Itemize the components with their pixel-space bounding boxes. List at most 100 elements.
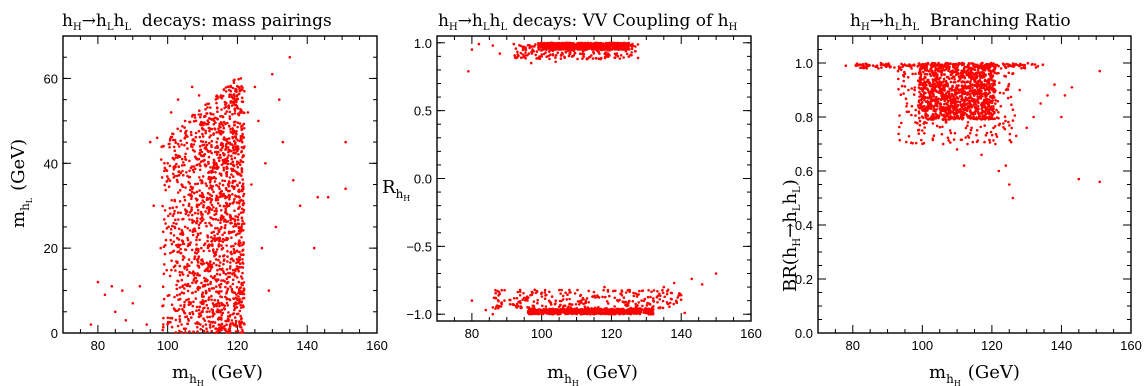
data-point <box>224 319 227 323</box>
data-point <box>344 187 347 190</box>
data-point <box>232 225 235 228</box>
data-point <box>1060 115 1063 119</box>
data-point <box>216 308 219 311</box>
data-point <box>943 68 946 72</box>
data-point <box>980 112 984 116</box>
data-point <box>240 207 244 211</box>
data-point <box>923 72 927 76</box>
data-point <box>954 68 957 71</box>
data-point <box>593 310 597 314</box>
data-point <box>202 128 205 131</box>
data-point <box>526 296 530 300</box>
data-point <box>170 135 174 139</box>
data-point <box>229 257 233 261</box>
data-point <box>957 88 960 92</box>
data-point <box>201 193 205 196</box>
data-point <box>229 218 232 222</box>
data-point <box>921 84 925 87</box>
data-point <box>180 323 183 326</box>
data-point <box>540 292 543 296</box>
data-point <box>661 291 665 295</box>
data-point <box>230 169 234 173</box>
data-point <box>235 265 239 268</box>
data-point <box>224 158 227 161</box>
data-point <box>174 141 177 144</box>
data-point <box>226 121 229 125</box>
data-point <box>192 274 196 277</box>
data-point <box>520 306 523 310</box>
data-point <box>193 255 197 258</box>
data-point <box>642 299 646 303</box>
data-point <box>177 227 181 231</box>
data-point <box>192 270 195 273</box>
data-point <box>494 296 498 300</box>
data-point <box>573 311 576 315</box>
data-point <box>204 108 207 111</box>
data-point <box>554 302 557 305</box>
data-point <box>165 227 169 230</box>
data-point <box>636 293 639 297</box>
data-point <box>210 199 213 202</box>
data-point <box>214 331 217 335</box>
data-point <box>217 130 221 133</box>
data-point <box>213 209 216 213</box>
data-point <box>230 104 234 107</box>
data-point <box>564 291 567 295</box>
data-point <box>652 297 655 300</box>
data-point <box>582 55 585 58</box>
data-point <box>164 238 168 242</box>
data-point <box>970 96 973 100</box>
data-point <box>213 274 217 278</box>
data-point <box>590 307 593 310</box>
data-point <box>211 315 214 318</box>
data-point <box>214 212 218 216</box>
x-tick-label: 160 <box>740 326 762 341</box>
data-point <box>950 72 954 76</box>
data-point <box>190 85 194 89</box>
data-point <box>145 323 148 326</box>
data-point <box>217 185 220 188</box>
data-point <box>210 216 213 220</box>
data-point <box>946 85 950 88</box>
data-point <box>241 189 244 192</box>
data-point <box>616 45 620 48</box>
data-point <box>232 81 236 84</box>
data-point <box>162 323 165 326</box>
data-point <box>993 79 997 83</box>
data-point <box>239 253 243 256</box>
data-point <box>235 285 239 289</box>
data-point <box>1039 102 1042 105</box>
data-point <box>499 305 503 308</box>
data-point <box>217 243 221 246</box>
data-point <box>714 272 718 275</box>
data-point <box>936 104 939 108</box>
data-point <box>212 237 216 241</box>
data-point <box>206 307 210 310</box>
data-point <box>162 245 166 248</box>
data-point <box>208 221 211 225</box>
data-point <box>629 53 632 57</box>
data-point <box>236 139 239 142</box>
data-point <box>955 84 959 87</box>
data-point <box>207 211 211 214</box>
data-point <box>197 94 201 97</box>
data-point <box>187 180 190 184</box>
data-point <box>200 293 204 296</box>
data-point <box>591 57 595 60</box>
data-point <box>223 280 227 283</box>
data-point <box>195 258 199 262</box>
data-point <box>186 147 189 150</box>
data-point <box>208 310 211 313</box>
data-point <box>640 299 643 302</box>
data-point <box>183 312 187 315</box>
data-point <box>193 150 196 153</box>
data-point <box>233 197 236 201</box>
data-point <box>240 216 244 219</box>
data-point <box>238 232 241 235</box>
data-point <box>225 323 228 327</box>
data-point <box>583 44 586 48</box>
data-point <box>200 201 203 205</box>
data-point <box>180 291 184 294</box>
data-point <box>634 45 637 48</box>
data-point <box>234 224 238 228</box>
